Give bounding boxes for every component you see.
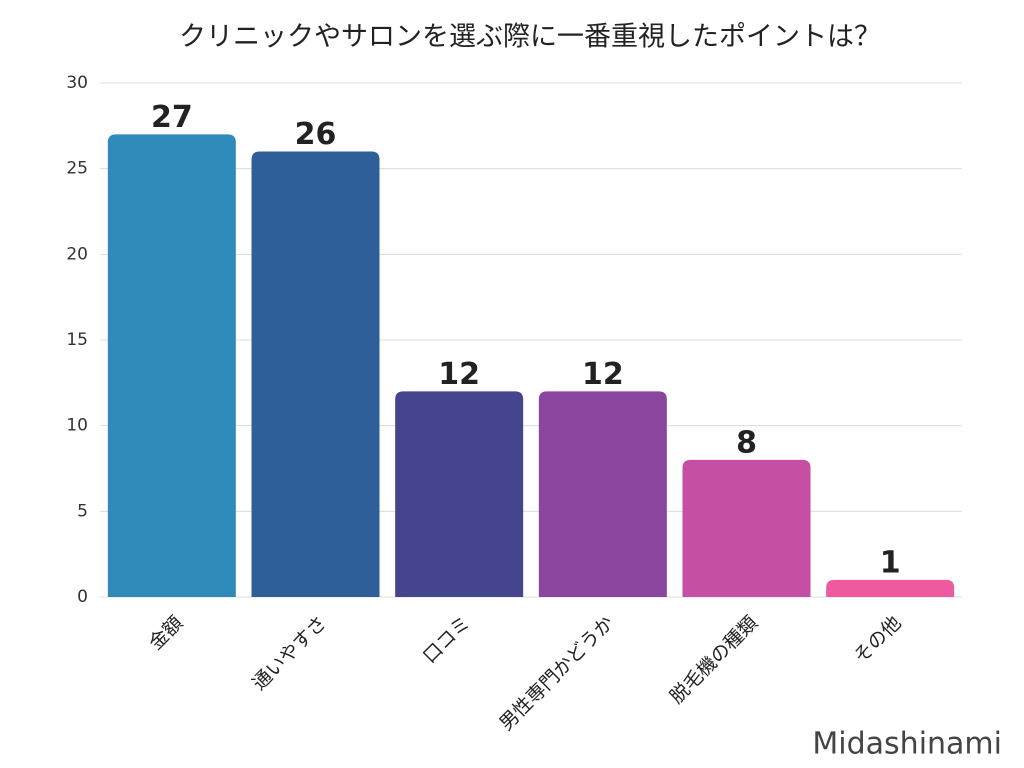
- watermark: Midashinami: [812, 727, 1002, 762]
- x-tick-label: 通いやすさ: [248, 612, 331, 695]
- y-tick-label: 10: [66, 416, 88, 436]
- value-label: 8: [736, 425, 757, 460]
- x-tick-label: その他: [850, 612, 906, 668]
- y-tick-label: 20: [66, 244, 88, 264]
- y-tick-label: 15: [66, 330, 88, 350]
- bar: [682, 459, 811, 597]
- y-tick-label: 5: [77, 501, 88, 521]
- value-label: 27: [151, 100, 193, 135]
- value-label: 26: [295, 117, 337, 152]
- x-tick-label: 脱毛機の種類: [666, 612, 762, 708]
- y-tick-label: 0: [77, 587, 88, 607]
- bar: [107, 134, 236, 597]
- x-tick-label: 男性専門かどうか: [495, 612, 618, 735]
- value-label: 12: [438, 357, 480, 392]
- bar: [251, 151, 380, 598]
- bar: [538, 391, 667, 597]
- y-tick-label: 25: [66, 159, 88, 179]
- x-tick-label: 口コミ: [419, 612, 475, 668]
- x-tick-label: 金額: [145, 612, 187, 654]
- value-label: 12: [582, 357, 624, 392]
- bar: [395, 391, 524, 597]
- chart-title: クリニックやサロンを選ぶ際に一番重視したポイントは？: [179, 22, 881, 53]
- y-tick-label: 30: [66, 73, 88, 93]
- bar: [826, 579, 955, 597]
- value-label: 1: [880, 545, 901, 580]
